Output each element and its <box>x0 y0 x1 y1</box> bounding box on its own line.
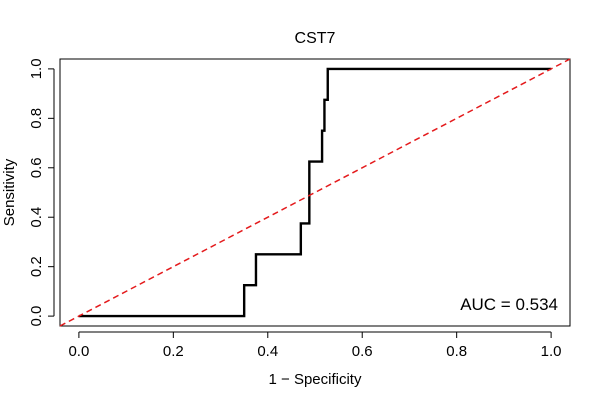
x-tick-label: 0.8 <box>446 343 467 360</box>
y-axis-title: Sensitivity <box>1 158 18 226</box>
y-tick-label: 0.2 <box>28 256 45 277</box>
x-axis-title: 1 − Specificity <box>269 371 362 388</box>
x-tick-label: 0.4 <box>257 343 278 360</box>
roc-curve <box>78 67 552 318</box>
plot-area <box>59 58 571 327</box>
y-tick-label: 1.0 <box>28 58 45 79</box>
x-axis: 0.0 0.2 0.4 0.6 0.8 1.0 <box>68 331 562 360</box>
y-tick-label: 0.6 <box>28 157 45 178</box>
y-axis: 0.0 0.2 0.4 0.6 0.8 1.0 <box>28 58 55 327</box>
y-tick-label: 0.0 <box>28 306 45 327</box>
x-tick-label: 0.6 <box>352 343 373 360</box>
reference-diagonal-line <box>59 58 571 327</box>
x-tick-label: 0.2 <box>163 343 184 360</box>
auc-annotation: AUC = 0.534 <box>460 295 558 314</box>
y-tick-label: 0.4 <box>28 207 45 228</box>
chart-title: CST7 <box>295 30 336 47</box>
y-tick-label: 0.8 <box>28 108 45 129</box>
plot-frame <box>59 58 571 327</box>
x-tick-label: 0.0 <box>68 343 89 360</box>
x-tick-label: 1.0 <box>541 343 562 360</box>
